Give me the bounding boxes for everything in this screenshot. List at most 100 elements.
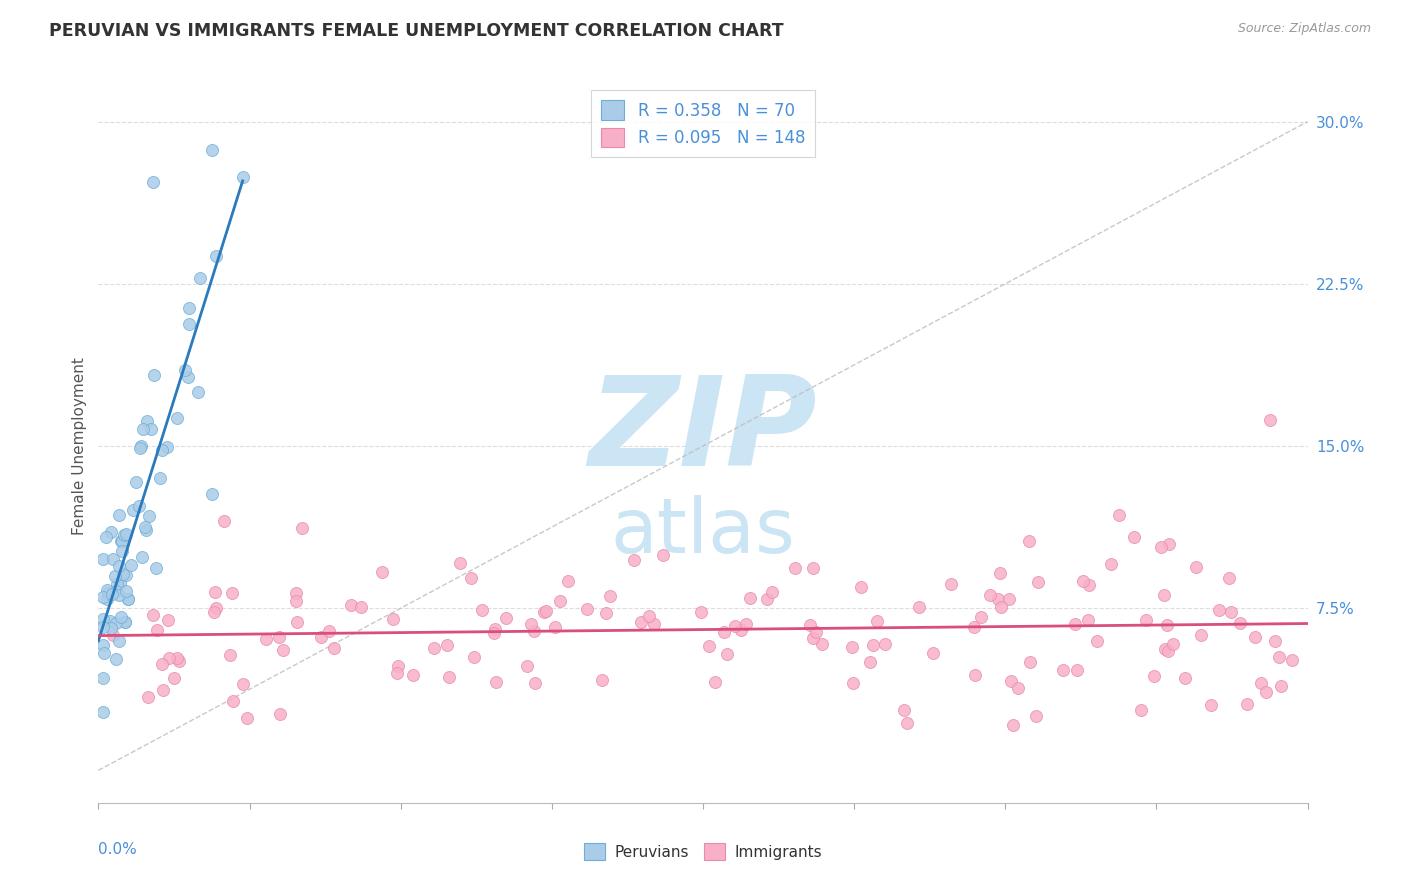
Point: [1208, 603, 1230, 617]
Point: [1143, 669, 1166, 683]
Point: [652, 548, 675, 562]
Point: [1150, 540, 1173, 554]
Point: [111, 567, 134, 582]
Point: [1077, 578, 1099, 592]
Point: [862, 638, 884, 652]
Point: [485, 675, 508, 690]
Point: [187, 384, 209, 399]
Point: [142, 175, 165, 189]
Point: [638, 609, 661, 624]
Point: [163, 671, 186, 685]
Point: [221, 585, 243, 599]
Point: [1052, 664, 1074, 678]
Point: [471, 603, 494, 617]
Point: [120, 558, 142, 572]
Point: [1130, 703, 1153, 717]
Point: [271, 643, 294, 657]
Point: [142, 607, 165, 622]
Point: [309, 630, 332, 644]
Point: [1268, 649, 1291, 664]
Point: [166, 651, 188, 665]
Point: [136, 414, 159, 428]
Point: [219, 648, 242, 663]
Point: [150, 657, 173, 671]
Point: [1066, 663, 1088, 677]
Point: [350, 599, 373, 614]
Point: [1157, 537, 1180, 551]
Point: [893, 703, 915, 717]
Point: [387, 659, 409, 673]
Legend: Peruvians, Immigrants: Peruvians, Immigrants: [578, 837, 828, 866]
Point: [114, 615, 136, 630]
Point: [131, 439, 153, 453]
Point: [799, 618, 821, 632]
Point: [93, 646, 115, 660]
Point: [703, 674, 725, 689]
Text: atlas: atlas: [610, 495, 796, 568]
Point: [1236, 697, 1258, 711]
Point: [202, 605, 225, 619]
Point: [201, 143, 224, 157]
Point: [907, 600, 929, 615]
Point: [91, 619, 114, 633]
Point: [990, 599, 1012, 614]
Point: [761, 585, 783, 599]
Point: [1163, 637, 1185, 651]
Point: [1007, 681, 1029, 695]
Point: [1218, 571, 1240, 585]
Point: [516, 658, 538, 673]
Point: [963, 620, 986, 634]
Point: [201, 486, 224, 500]
Point: [167, 654, 190, 668]
Point: [804, 624, 827, 639]
Point: [135, 524, 157, 538]
Text: Source: ZipAtlas.com: Source: ZipAtlas.com: [1237, 22, 1371, 36]
Point: [484, 625, 506, 640]
Point: [371, 566, 394, 580]
Point: [104, 568, 127, 582]
Point: [713, 625, 735, 640]
Point: [179, 301, 201, 316]
Point: [716, 647, 738, 661]
Point: [939, 577, 962, 591]
Point: [166, 410, 188, 425]
Point: [115, 567, 138, 582]
Point: [544, 620, 567, 634]
Point: [267, 630, 290, 644]
Point: [115, 584, 138, 599]
Point: [177, 370, 200, 384]
Point: [811, 637, 834, 651]
Point: [101, 587, 124, 601]
Point: [439, 670, 461, 684]
Point: [104, 652, 127, 666]
Point: [463, 650, 485, 665]
Point: [122, 503, 145, 517]
Point: [112, 528, 135, 542]
Point: [436, 638, 458, 652]
Point: [965, 668, 987, 682]
Point: [1026, 574, 1049, 589]
Point: [91, 552, 114, 566]
Point: [136, 690, 159, 705]
Point: [157, 613, 180, 627]
Point: [557, 574, 579, 588]
Point: [523, 624, 546, 638]
Point: [896, 715, 918, 730]
Point: [291, 521, 314, 535]
Point: [110, 576, 132, 591]
Point: [134, 520, 156, 534]
Point: [105, 583, 128, 598]
Point: [205, 249, 228, 263]
Point: [205, 600, 228, 615]
Point: [129, 442, 152, 456]
Point: [1135, 613, 1157, 627]
Point: [969, 609, 991, 624]
Point: [117, 591, 139, 606]
Point: [117, 592, 139, 607]
Point: [801, 631, 824, 645]
Point: [114, 615, 136, 629]
Point: [643, 617, 665, 632]
Point: [402, 668, 425, 682]
Point: [495, 611, 517, 625]
Point: [623, 552, 645, 566]
